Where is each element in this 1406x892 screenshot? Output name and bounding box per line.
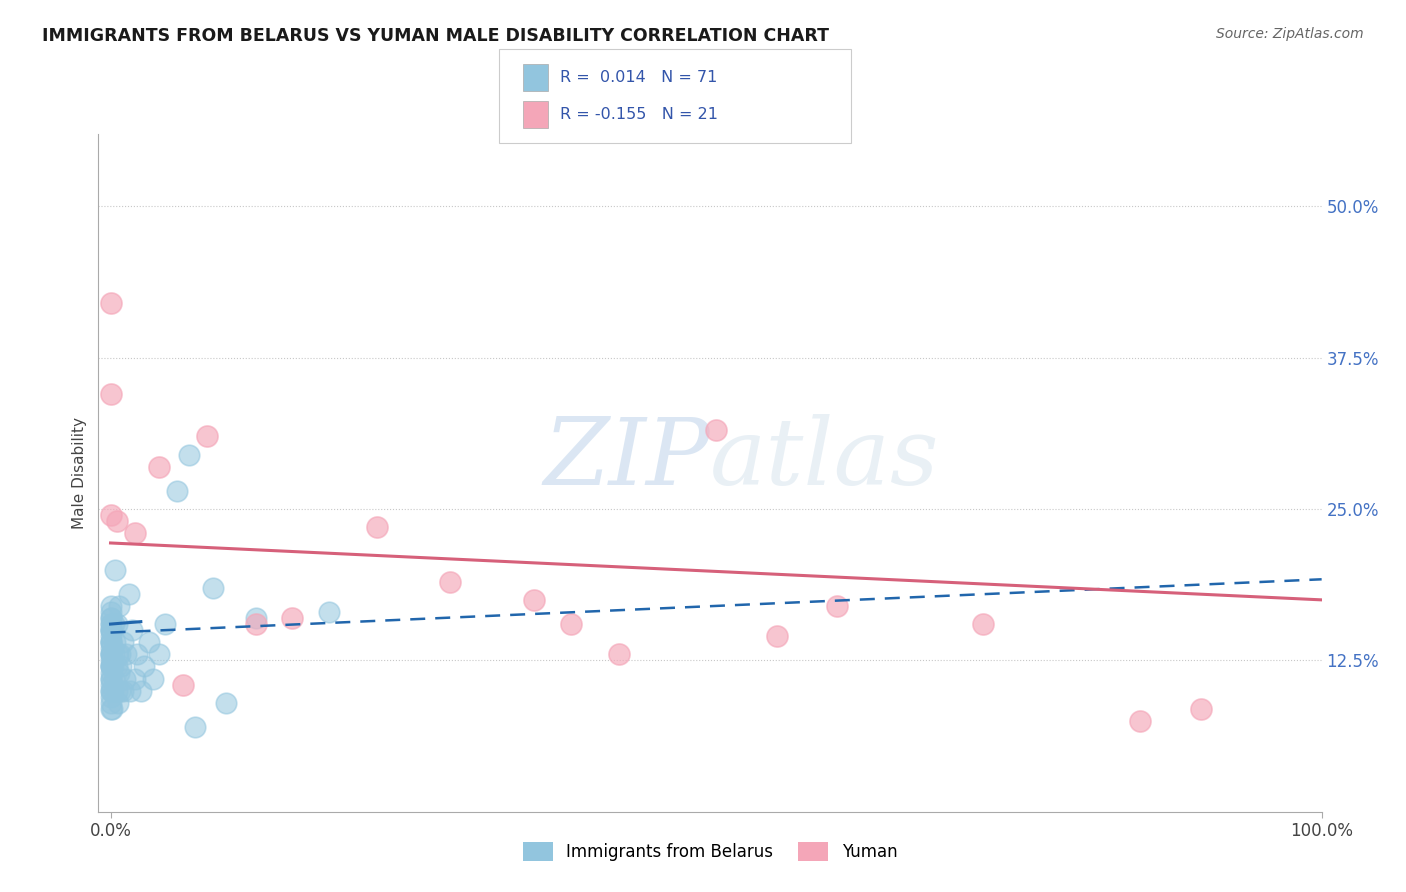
Text: R = -0.155   N = 21: R = -0.155 N = 21 bbox=[560, 107, 717, 122]
Point bbox=[100, 623, 122, 637]
Point bbox=[100, 635, 122, 649]
Point bbox=[105, 683, 128, 698]
Point bbox=[110, 648, 132, 662]
Point bbox=[100, 296, 122, 310]
Point bbox=[103, 672, 125, 686]
Point bbox=[1189, 702, 1212, 716]
Point bbox=[101, 659, 124, 673]
Point bbox=[148, 459, 170, 474]
Legend: Immigrants from Belarus, Yuman: Immigrants from Belarus, Yuman bbox=[516, 835, 904, 868]
Point bbox=[103, 617, 125, 632]
Text: IMMIGRANTS FROM BELARUS VS YUMAN MALE DISABILITY CORRELATION CHART: IMMIGRANTS FROM BELARUS VS YUMAN MALE DI… bbox=[42, 27, 830, 45]
Point bbox=[107, 648, 129, 662]
Point bbox=[245, 611, 267, 625]
Point bbox=[523, 592, 546, 607]
Point bbox=[100, 653, 122, 667]
Point bbox=[100, 678, 122, 692]
Point bbox=[118, 683, 141, 698]
Point bbox=[100, 599, 122, 613]
Point bbox=[100, 641, 122, 656]
Point bbox=[107, 696, 129, 710]
Point bbox=[100, 635, 122, 649]
Point bbox=[110, 683, 132, 698]
Point bbox=[124, 526, 146, 541]
Point bbox=[100, 683, 122, 698]
Point bbox=[166, 483, 188, 498]
Point bbox=[104, 563, 127, 577]
Point bbox=[104, 635, 127, 649]
Point bbox=[100, 605, 122, 619]
Point bbox=[100, 659, 122, 673]
Point bbox=[172, 678, 194, 692]
Point bbox=[100, 683, 122, 698]
Point bbox=[121, 623, 143, 637]
Point bbox=[100, 659, 122, 673]
Point bbox=[129, 683, 152, 698]
Text: ZIP: ZIP bbox=[543, 414, 710, 504]
Point bbox=[704, 424, 727, 438]
Point bbox=[100, 629, 122, 643]
Point bbox=[110, 659, 132, 673]
Point bbox=[108, 599, 131, 613]
Point bbox=[184, 720, 207, 734]
Point bbox=[100, 611, 122, 625]
Text: Source: ZipAtlas.com: Source: ZipAtlas.com bbox=[1216, 27, 1364, 41]
Point bbox=[100, 648, 122, 662]
Point bbox=[100, 659, 122, 673]
Point bbox=[115, 648, 138, 662]
Point bbox=[560, 617, 582, 632]
Point bbox=[366, 520, 388, 534]
Point bbox=[100, 702, 122, 716]
Point bbox=[202, 581, 225, 595]
Point bbox=[1129, 714, 1152, 728]
Point bbox=[127, 648, 149, 662]
Y-axis label: Male Disability: Male Disability bbox=[72, 417, 87, 529]
Point bbox=[214, 696, 236, 710]
Point bbox=[765, 629, 787, 643]
Point bbox=[101, 683, 124, 698]
Text: R =  0.014   N = 71: R = 0.014 N = 71 bbox=[560, 70, 717, 85]
Point bbox=[100, 672, 122, 686]
Point bbox=[100, 702, 122, 716]
Point bbox=[153, 617, 176, 632]
Point bbox=[100, 617, 122, 632]
Point bbox=[105, 659, 128, 673]
Point bbox=[100, 611, 122, 625]
Point bbox=[111, 683, 134, 698]
Point bbox=[111, 635, 134, 649]
Point bbox=[138, 635, 160, 649]
Point bbox=[100, 648, 122, 662]
Text: atlas: atlas bbox=[710, 414, 939, 504]
Point bbox=[825, 599, 848, 613]
Point bbox=[318, 605, 340, 619]
Point bbox=[103, 648, 125, 662]
Point bbox=[100, 617, 122, 632]
Point bbox=[197, 429, 219, 443]
Point bbox=[439, 574, 461, 589]
Point bbox=[607, 648, 630, 662]
Point bbox=[105, 617, 128, 632]
Point bbox=[118, 587, 141, 601]
Point bbox=[245, 617, 267, 632]
Point bbox=[100, 508, 122, 523]
Point bbox=[972, 617, 994, 632]
Point bbox=[108, 665, 131, 680]
Point bbox=[142, 672, 165, 686]
Point bbox=[100, 672, 122, 686]
Point bbox=[105, 514, 128, 528]
Point bbox=[100, 623, 122, 637]
Point bbox=[100, 387, 122, 401]
Point bbox=[100, 696, 122, 710]
Point bbox=[100, 665, 122, 680]
Point bbox=[124, 672, 146, 686]
Point bbox=[100, 623, 122, 637]
Point bbox=[100, 690, 122, 704]
Point bbox=[100, 648, 122, 662]
Point bbox=[281, 611, 304, 625]
Point bbox=[148, 648, 170, 662]
Point bbox=[179, 448, 201, 462]
Point bbox=[134, 659, 156, 673]
Point bbox=[100, 635, 122, 649]
Point bbox=[114, 672, 136, 686]
